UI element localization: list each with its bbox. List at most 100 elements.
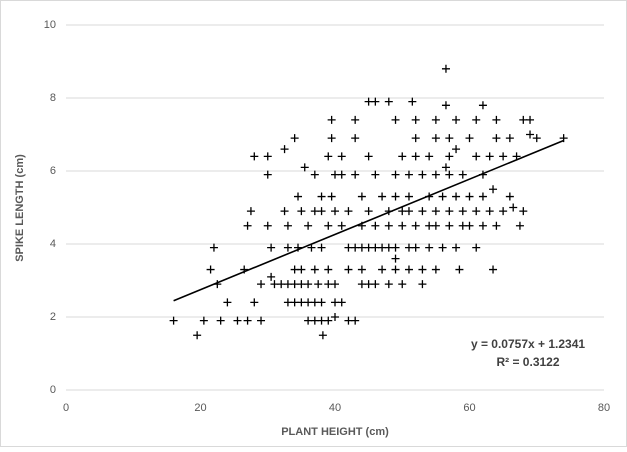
data-point xyxy=(263,170,272,179)
data-point xyxy=(344,316,353,325)
data-point xyxy=(441,101,450,110)
data-point xyxy=(250,298,259,307)
data-point xyxy=(331,207,339,216)
data-point xyxy=(263,152,272,161)
data-point xyxy=(304,221,313,230)
data-point xyxy=(391,265,400,274)
data-point xyxy=(485,152,494,161)
data-point xyxy=(337,298,346,307)
data-point xyxy=(472,243,481,252)
data-point xyxy=(317,316,326,325)
x-tick-label: 40 xyxy=(329,402,341,414)
data-point xyxy=(472,115,481,124)
data-point xyxy=(267,272,276,281)
data-point xyxy=(310,265,319,274)
data-point xyxy=(283,243,292,252)
data-point xyxy=(351,243,360,252)
data-point xyxy=(378,192,387,201)
data-point xyxy=(411,115,420,124)
y-tick-label: 8 xyxy=(50,92,56,104)
data-point xyxy=(452,192,461,201)
data-point xyxy=(331,313,339,321)
data-point xyxy=(404,192,413,201)
data-point xyxy=(431,265,440,274)
data-point xyxy=(398,152,407,161)
data-point xyxy=(458,221,467,230)
data-point xyxy=(452,145,461,154)
data-point xyxy=(310,170,319,179)
data-point xyxy=(505,192,514,201)
data-point xyxy=(263,221,272,230)
y-tick-label: 2 xyxy=(50,311,56,323)
data-point xyxy=(351,316,360,325)
data-point xyxy=(465,192,474,201)
data-point xyxy=(455,265,464,274)
data-point xyxy=(378,243,387,252)
x-tick-label: 60 xyxy=(463,402,475,414)
data-point xyxy=(307,243,316,252)
data-point xyxy=(300,163,309,172)
data-point xyxy=(519,207,528,216)
trendline-equation: y = 0.0757x + 1.2341 xyxy=(471,337,585,351)
data-point xyxy=(398,207,407,216)
data-point xyxy=(357,265,366,274)
data-point xyxy=(199,316,208,325)
data-point xyxy=(391,243,400,252)
data-point xyxy=(391,254,400,263)
data-point xyxy=(492,115,501,124)
data-point xyxy=(445,134,454,143)
y-tick-label: 4 xyxy=(50,238,56,250)
data-point xyxy=(297,265,306,274)
data-point xyxy=(243,316,252,325)
data-point xyxy=(431,170,440,179)
data-point xyxy=(499,152,508,161)
data-point xyxy=(398,221,407,230)
data-point xyxy=(438,243,447,252)
data-point xyxy=(371,243,380,252)
data-point xyxy=(297,280,306,289)
data-point xyxy=(297,298,306,307)
data-point xyxy=(364,207,373,216)
data-point xyxy=(532,134,541,143)
data-point xyxy=(304,298,313,307)
data-point xyxy=(384,280,393,289)
data-point xyxy=(283,221,292,230)
data-point xyxy=(404,243,413,252)
data-point xyxy=(280,145,289,154)
data-point xyxy=(357,280,366,289)
data-point xyxy=(425,243,434,252)
data-point xyxy=(526,115,535,124)
data-point xyxy=(418,207,427,216)
data-point xyxy=(331,298,339,307)
data-point xyxy=(257,280,266,289)
data-point xyxy=(209,243,218,252)
data-point xyxy=(371,170,380,179)
data-point xyxy=(452,243,461,252)
data-point xyxy=(337,152,346,161)
data-point xyxy=(337,170,346,179)
data-point xyxy=(280,207,289,216)
y-tick-label: 6 xyxy=(50,165,56,177)
data-point xyxy=(344,207,353,216)
data-point xyxy=(465,221,474,230)
data-point xyxy=(351,115,360,124)
data-point xyxy=(378,265,387,274)
data-point xyxy=(304,280,313,289)
data-point xyxy=(452,115,461,124)
data-point xyxy=(515,221,524,230)
data-point xyxy=(418,265,427,274)
data-point xyxy=(310,298,319,307)
data-point xyxy=(478,101,487,110)
data-point xyxy=(465,134,474,143)
data-point xyxy=(357,243,366,252)
data-point xyxy=(384,97,393,106)
data-point xyxy=(324,265,333,274)
data-point xyxy=(425,221,434,230)
data-point xyxy=(418,170,427,179)
data-point xyxy=(324,316,333,325)
data-point xyxy=(331,170,339,179)
data-point xyxy=(445,207,454,216)
data-point xyxy=(327,115,336,124)
